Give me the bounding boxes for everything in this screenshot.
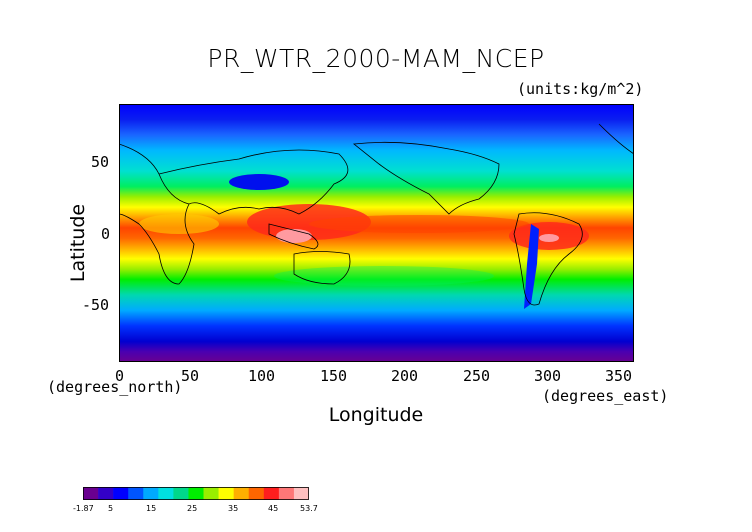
map-frame bbox=[119, 104, 634, 362]
colorbar-swatch bbox=[278, 487, 295, 500]
eurasia-coast bbox=[158, 149, 349, 215]
south-america-coast bbox=[513, 212, 583, 306]
colorbar-label-5: 5 bbox=[108, 504, 114, 513]
africa-coast bbox=[119, 143, 195, 285]
coastlines bbox=[119, 123, 634, 306]
north-america-coast bbox=[352, 141, 500, 215]
colorbar-label-45: 45 bbox=[268, 504, 279, 513]
y-tick-0: 0 bbox=[101, 225, 111, 243]
andes-dry bbox=[524, 224, 539, 309]
colorbar-swatch bbox=[233, 487, 250, 500]
peak-moisture-region bbox=[276, 229, 312, 243]
colorbar-swatch bbox=[203, 487, 219, 500]
y-tick-minus-50: -50 bbox=[82, 296, 110, 314]
colorbar-swatch bbox=[293, 487, 309, 500]
x-tick-150: 150 bbox=[320, 367, 348, 385]
x-tick-200: 200 bbox=[391, 367, 419, 385]
colorbar-swatch bbox=[188, 487, 204, 500]
colorbar-label-max: 53.7 bbox=[300, 504, 318, 513]
colorbar-swatch bbox=[263, 487, 280, 500]
amazon-peak bbox=[539, 234, 559, 242]
indonesia-coast bbox=[268, 223, 319, 250]
arctic-coast bbox=[598, 123, 634, 155]
colorbar-swatch bbox=[218, 487, 234, 500]
colorbar-swatch bbox=[128, 487, 144, 500]
colorbar-label-35: 35 bbox=[228, 504, 239, 513]
colorbar-swatch bbox=[248, 487, 265, 500]
x-tick-250: 250 bbox=[463, 367, 491, 385]
y-units-note: (degrees_north) bbox=[47, 378, 183, 396]
y-axis-title: Latitude bbox=[67, 203, 89, 283]
x-tick-350: 350 bbox=[605, 367, 633, 385]
south-pacific-band bbox=[274, 266, 494, 286]
tibet-dry bbox=[229, 174, 289, 190]
colorbar bbox=[83, 487, 309, 500]
colorbar-swatch bbox=[83, 487, 99, 500]
colorbar-label-15: 15 bbox=[146, 504, 157, 513]
x-units-note: (degrees_east) bbox=[542, 387, 669, 405]
colorbar-swatch bbox=[158, 487, 174, 500]
colorbar-swatch bbox=[98, 487, 114, 500]
x-tick-100: 100 bbox=[248, 367, 276, 385]
x-axis-title: Longitude bbox=[328, 404, 424, 426]
colorbar-label-min: -1.87 bbox=[73, 504, 94, 513]
colorbar-label-25: 25 bbox=[187, 504, 198, 513]
x-tick-300: 300 bbox=[534, 367, 562, 385]
precipitable-water-map bbox=[119, 104, 634, 362]
colorbar-swatch bbox=[113, 487, 129, 500]
colorbar-swatch bbox=[143, 487, 159, 500]
units-label: (units:kg/m^2) bbox=[517, 80, 644, 98]
africa-region bbox=[139, 214, 219, 234]
warm-pool-region bbox=[247, 204, 371, 240]
itcz-band bbox=[309, 215, 529, 233]
map-title: PR_WTR_2000-MAM_NCEP bbox=[207, 44, 545, 73]
x-tick-50: 50 bbox=[181, 367, 200, 385]
colorbar-swatch bbox=[173, 487, 189, 500]
australia-coast bbox=[293, 251, 351, 285]
colorbar-frame bbox=[83, 487, 309, 500]
y-tick-50: 50 bbox=[91, 153, 110, 171]
x-tick-0: 0 bbox=[115, 367, 125, 385]
